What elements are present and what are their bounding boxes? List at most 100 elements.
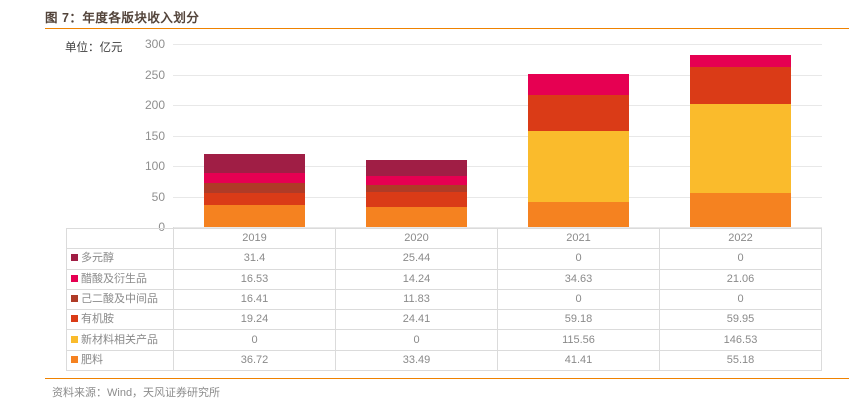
bar-segment xyxy=(528,201,630,227)
table-header-2019: 2019 xyxy=(173,227,336,250)
stacked-bar-2019 xyxy=(203,153,305,227)
bar-segment xyxy=(203,182,305,193)
source-text: 资料来源：Wind，天风证券研究所 xyxy=(52,387,221,399)
table-row: 有机胺 19.24 24.41 59.18 59.95 xyxy=(66,309,822,331)
series-label-cell: 己二酸及中间品 xyxy=(66,288,174,311)
series-name: 多元醇 xyxy=(81,252,114,265)
series-label-cell: 新材料相关产品 xyxy=(66,329,174,351)
value-cell: 0 xyxy=(659,288,822,311)
bar-segment xyxy=(365,184,467,192)
gridline xyxy=(173,227,822,228)
value-cell: 11.83 xyxy=(335,288,498,311)
table-header-2020: 2020 xyxy=(335,227,498,250)
value-cell: 25.44 xyxy=(335,248,498,270)
bar-segment xyxy=(203,153,305,173)
bar-column-2020 xyxy=(335,44,497,227)
value-cell: 0 xyxy=(173,329,336,351)
gridline xyxy=(173,166,822,167)
unit-label: 单位：亿元 xyxy=(65,42,123,54)
y-axis-tick-label: 250 xyxy=(144,67,165,82)
title-divider-line xyxy=(45,28,849,29)
legend-swatch-icon xyxy=(71,355,78,363)
value-cell: 0 xyxy=(497,248,660,270)
value-cell: 24.41 xyxy=(335,309,498,331)
bar-segment xyxy=(690,67,792,104)
legend-swatch-icon xyxy=(71,254,78,262)
plot-area xyxy=(173,44,822,228)
series-label-cell: 有机胺 xyxy=(66,309,174,331)
value-cell: 21.06 xyxy=(659,268,822,290)
data-table: 2019 2020 2021 2022 多元醇 31.4 25.44 0 0 醋酸及衍生品 16.5… xyxy=(66,227,822,372)
value-cell: 19.24 xyxy=(173,309,336,331)
gridline xyxy=(173,196,822,198)
bar-segment xyxy=(690,193,792,227)
value-cell: 59.18 xyxy=(497,309,660,331)
value-cell: 0 xyxy=(497,288,660,311)
value-cell: 146.53 xyxy=(659,329,822,351)
gridline xyxy=(173,44,822,45)
y-axis-tick-label: 150 xyxy=(144,128,165,143)
value-cell: 31.4 xyxy=(173,248,336,270)
bar-segment xyxy=(528,74,630,96)
value-cell: 59.95 xyxy=(659,309,822,331)
gridline xyxy=(173,74,822,76)
series-label-cell: 肥料 xyxy=(66,349,174,372)
value-cell: 33.49 xyxy=(335,349,498,372)
bar-segment xyxy=(203,192,305,205)
bar-segment xyxy=(528,95,630,132)
y-axis-tick-label: 0 xyxy=(158,220,165,234)
series-label-cell: 醋酸及衍生品 xyxy=(66,268,174,290)
stacked-bar-2022 xyxy=(690,54,792,227)
table-corner-cell xyxy=(66,227,174,250)
series-name: 醋酸及衍生品 xyxy=(81,272,147,285)
value-cell: 0 xyxy=(335,329,498,351)
stacked-bar-2020 xyxy=(365,160,467,227)
bar-column-2019 xyxy=(173,44,335,227)
value-cell: 0 xyxy=(659,248,822,270)
legend-swatch-icon xyxy=(71,274,78,282)
bar-column-2022 xyxy=(660,44,822,227)
y-axis: 0 50 100 150 200 250 300 xyxy=(100,37,165,234)
stacked-bar-2021 xyxy=(528,74,630,227)
table-row: 多元醇 31.4 25.44 0 0 xyxy=(66,248,822,270)
gridline xyxy=(173,105,822,106)
table-header-row: 2019 2020 2021 2022 xyxy=(66,227,822,250)
value-cell: 34.63 xyxy=(497,268,660,290)
table-row: 醋酸及衍生品 16.53 14.24 34.63 21.06 xyxy=(66,268,822,290)
bar-segment xyxy=(528,131,630,202)
gridline xyxy=(173,135,822,137)
value-cell: 14.24 xyxy=(335,268,498,290)
y-axis-tick-label: 300 xyxy=(144,37,165,51)
table-header-2021: 2021 xyxy=(497,227,660,250)
series-name: 新材料相关产品 xyxy=(81,333,158,346)
legend-swatch-icon xyxy=(71,315,78,323)
value-cell: 16.41 xyxy=(173,288,336,311)
series-name: 有机胺 xyxy=(81,313,114,326)
figure-title: 图 7：年度各版块收入划分 xyxy=(45,11,200,25)
legend-swatch-icon xyxy=(71,295,78,303)
value-cell: 55.18 xyxy=(659,349,822,372)
value-cell: 115.56 xyxy=(497,329,660,351)
bar-segment xyxy=(203,172,305,183)
bar-segment xyxy=(365,206,467,227)
table-row: 己二酸及中间品 16.41 11.83 0 0 xyxy=(66,288,822,311)
table-row: 新材料相关产品 0 0 115.56 146.53 xyxy=(66,329,822,351)
bar-segment xyxy=(365,160,467,176)
bar-column-2021 xyxy=(498,44,660,227)
table-header-2022: 2022 xyxy=(659,227,822,250)
bar-segment xyxy=(365,191,467,207)
y-axis-tick-label: 200 xyxy=(144,98,165,112)
series-name: 肥料 xyxy=(81,353,103,366)
y-axis-tick-label: 100 xyxy=(144,159,165,173)
bar-segment xyxy=(690,54,792,68)
value-cell: 36.72 xyxy=(173,349,336,372)
y-axis-tick-label: 50 xyxy=(151,189,165,204)
source-divider-line xyxy=(45,378,849,379)
table-row: 肥料 36.72 33.49 41.41 55.18 xyxy=(66,349,822,372)
legend-swatch-icon xyxy=(71,335,78,343)
value-cell: 41.41 xyxy=(497,349,660,372)
bars-container xyxy=(173,44,822,227)
value-cell: 16.53 xyxy=(173,268,336,290)
series-name: 己二酸及中间品 xyxy=(81,293,158,306)
